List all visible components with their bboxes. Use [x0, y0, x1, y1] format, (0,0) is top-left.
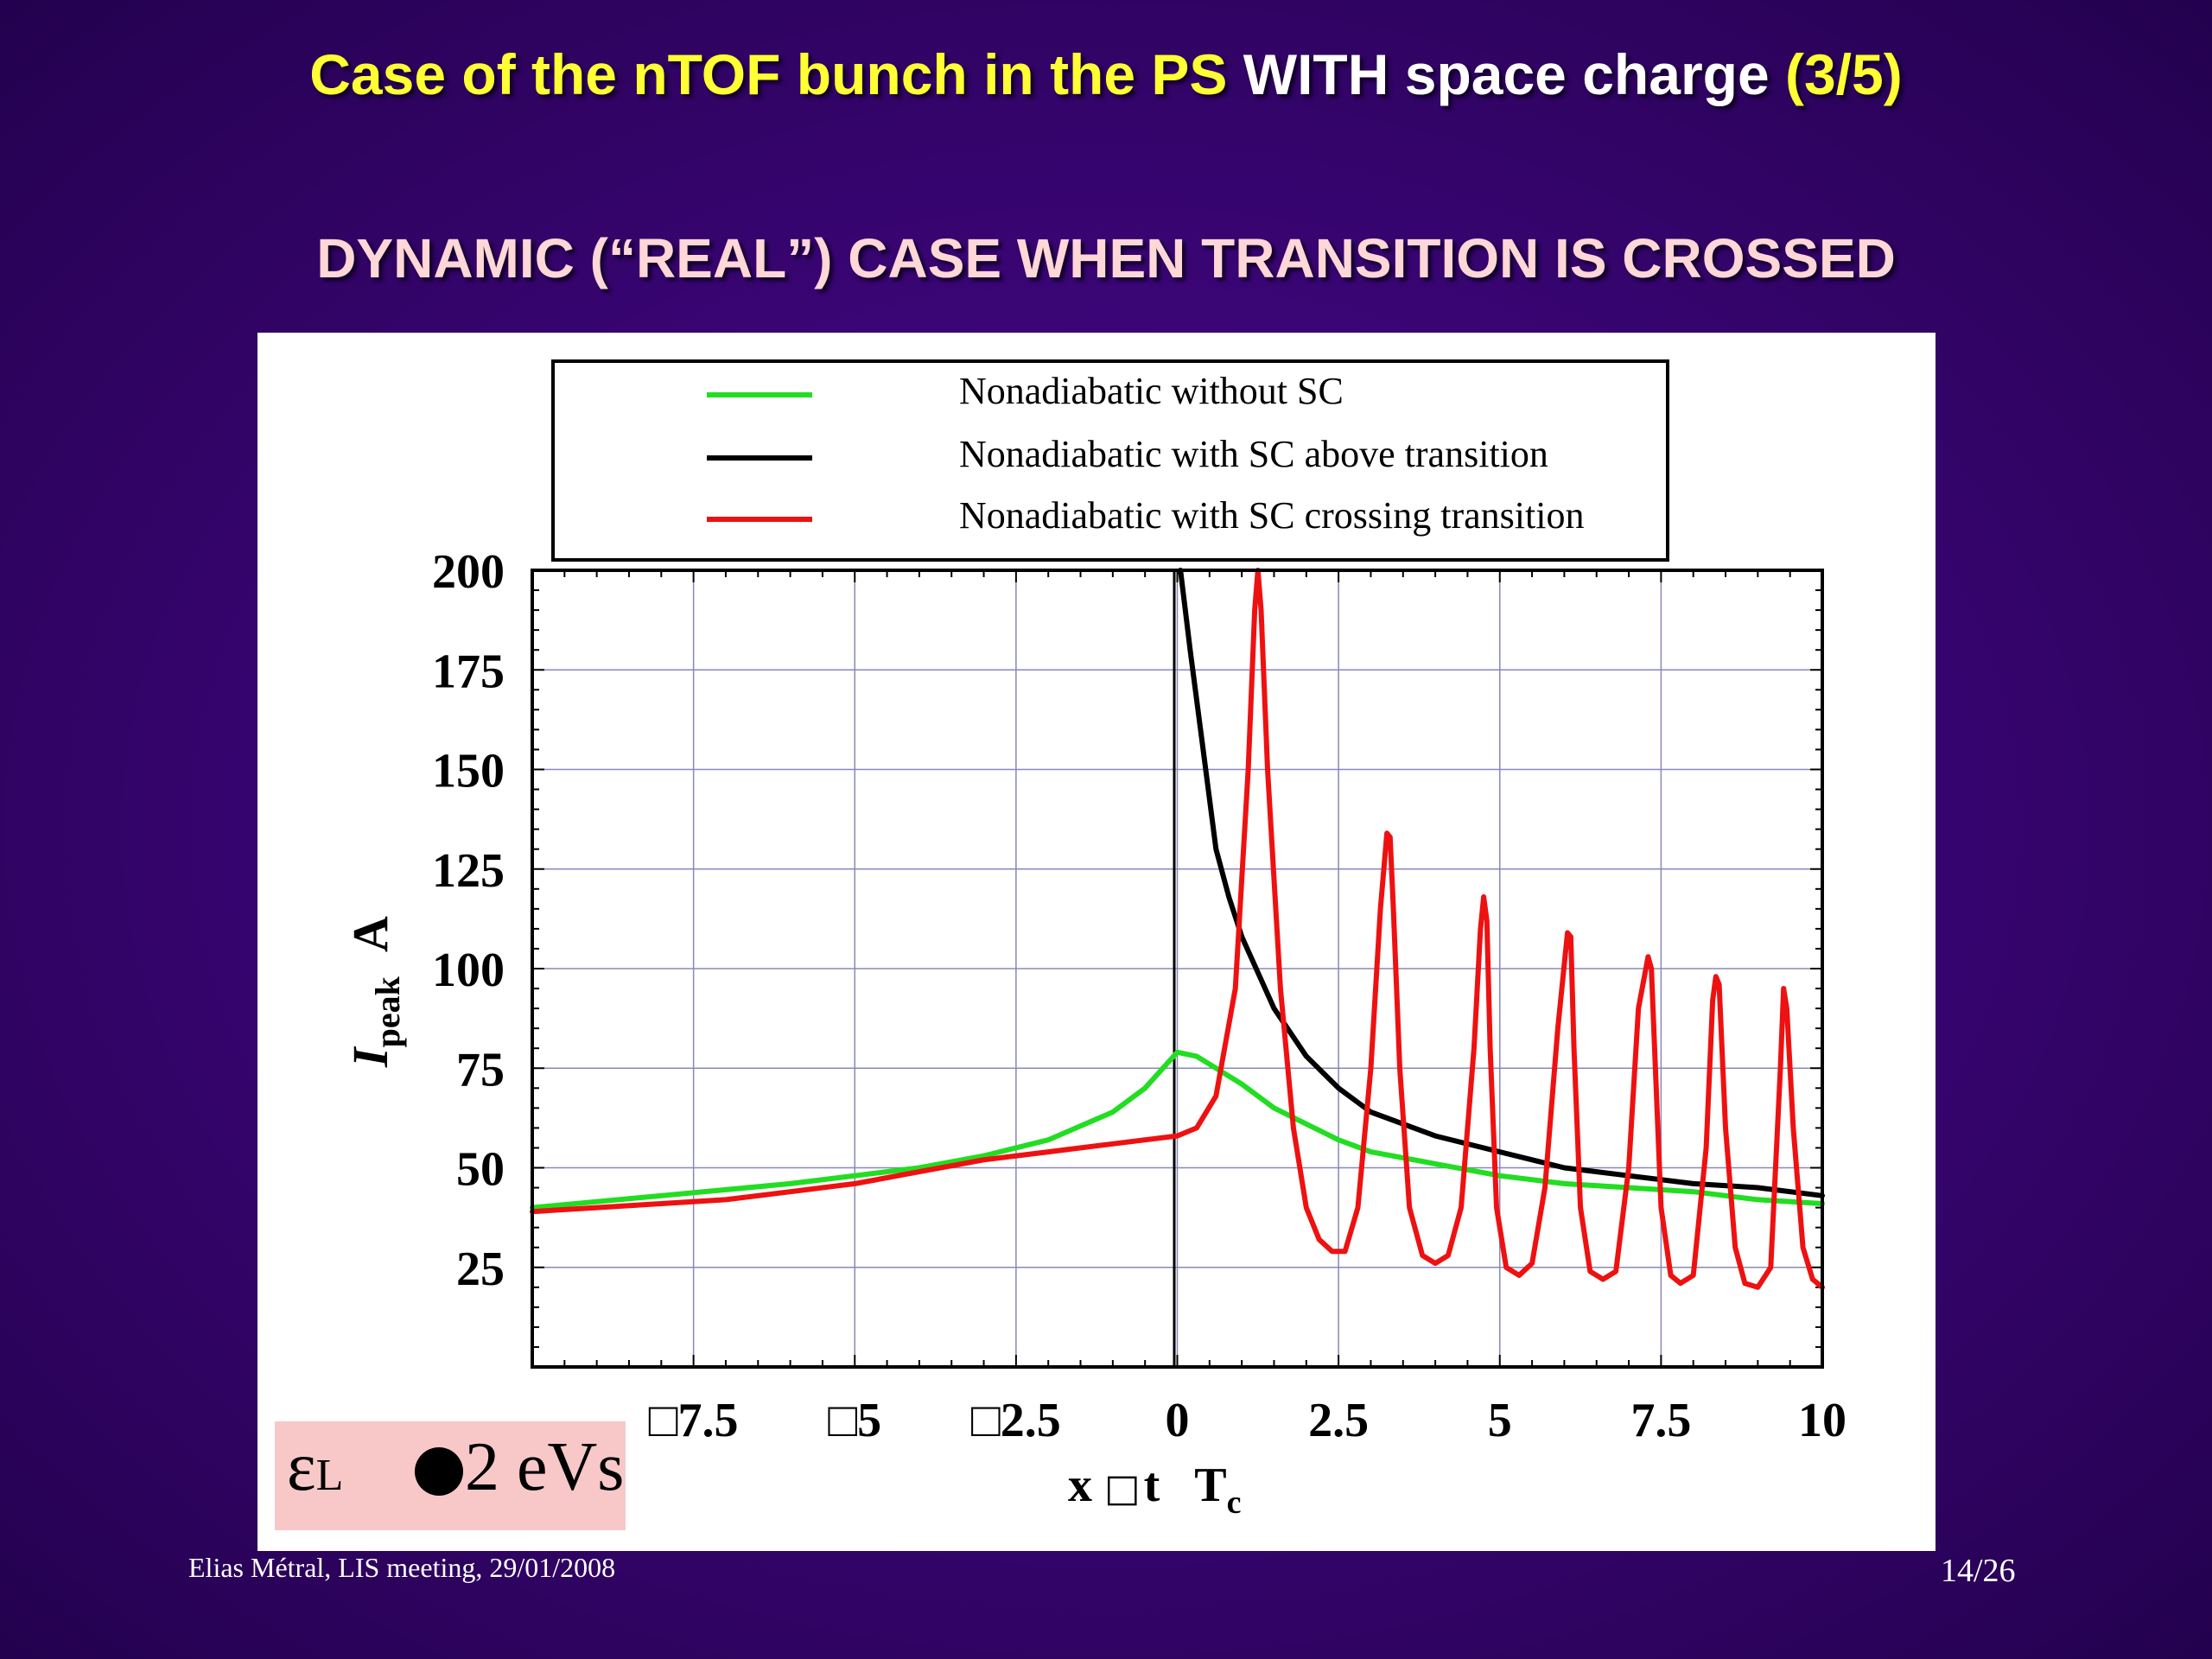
x-axis-label: x □t Tc: [1068, 1459, 1241, 1521]
emittance-subscript: L: [315, 1451, 344, 1500]
title-part-3: (3/5): [1785, 42, 1903, 106]
title-part-1: Case of the nTOF bunch in the PS: [309, 42, 1228, 106]
emittance-symbol: εL: [287, 1429, 344, 1505]
x-tick-label-1: □5: [828, 1394, 881, 1447]
plot-frame: [531, 569, 1824, 1369]
legend: Nonadiabatic without SC Nonadiabatic wit…: [551, 359, 1669, 562]
x-tick-label-5: 5: [1488, 1394, 1512, 1447]
y-tick-label-0: 25: [456, 1243, 505, 1296]
emittance-value: 2 eVs: [465, 1429, 625, 1505]
x-label-t: t: [1144, 1459, 1160, 1512]
x-label-tc: T: [1194, 1459, 1226, 1512]
x-tick-label-4: 2.5: [1308, 1394, 1369, 1447]
page-number: 14/26: [1941, 1553, 2016, 1589]
y-tick-label-7: 200: [432, 545, 505, 599]
legend-label-crossing-transition: Nonadiabatic with SC crossing transition: [959, 494, 1584, 537]
series-layer: [530, 568, 1825, 1290]
x-tick-label-3: 0: [1166, 1394, 1190, 1447]
y-tick-label-5: 150: [432, 745, 505, 798]
x-label-box: □: [1104, 1466, 1141, 1510]
x-label-x: x: [1068, 1459, 1092, 1512]
y-label-unit: A: [342, 916, 398, 952]
emittance-box: εL 2 eVs: [275, 1421, 626, 1530]
bullet-icon: [415, 1447, 463, 1496]
footer-author: Elias Métral, LIS meeting, 29/01/2008: [188, 1552, 616, 1583]
x-tick-label-2: □2.5: [971, 1394, 1061, 1447]
y-axis-label: Ipeak A: [342, 916, 407, 1068]
x-tick-label-6: 7.5: [1630, 1394, 1691, 1447]
title-part-2: WITH space charge: [1243, 42, 1770, 106]
y-tick-labels: 25 50 75 100 125 150 175 200: [432, 545, 505, 1296]
slide-subtitle: DYNAMIC (“REAL”) CASE WHEN TRANSITION IS…: [316, 227, 1896, 289]
x-tick-label-7: 10: [1798, 1394, 1847, 1447]
x-tick-labels: □7.5 □5 □2.5 0 2.5 5 7.5 10: [649, 1394, 1847, 1447]
y-tick-label-6: 175: [432, 645, 505, 698]
plot-panel: Nonadiabatic without SC Nonadiabatic wit…: [257, 333, 1936, 1551]
y-tick-label-3: 100: [432, 944, 505, 997]
series-line-1: [1178, 568, 1825, 1198]
series-line-0: [530, 1049, 1825, 1211]
svg-text:x□tTc: x □t Tc: [1068, 1459, 1241, 1521]
peak-current-chart: Nonadiabatic without SC Nonadiabatic wit…: [342, 359, 1847, 1521]
series-line-2: [530, 568, 1825, 1290]
x-label-sub-c: c: [1227, 1484, 1242, 1521]
y-tick-label-1: 50: [456, 1143, 505, 1197]
legend-label-without-sc: Nonadiabatic without SC: [959, 370, 1344, 412]
y-label-i: I: [342, 1046, 398, 1068]
grid: [532, 569, 1823, 1367]
legend-label-above-transition: Nonadiabatic with SC above transition: [959, 433, 1548, 475]
slide-title: Case of the nTOF bunch in the PS WITH sp…: [0, 41, 2212, 107]
y-tick-label-4: 125: [432, 844, 505, 898]
y-label-peak: peak: [368, 976, 407, 1047]
svg-text:IpeakA: Ipeak A: [342, 916, 407, 1068]
y-tick-label-2: 75: [456, 1043, 505, 1096]
x-tick-label-0: □7.5: [649, 1394, 739, 1447]
